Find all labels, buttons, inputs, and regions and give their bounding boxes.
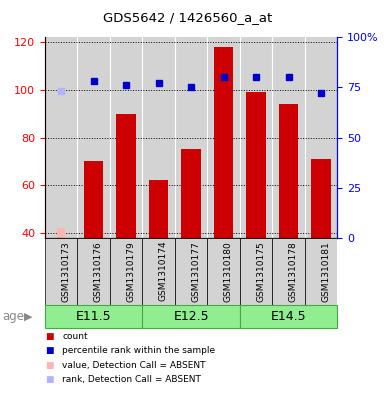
Bar	[181, 149, 201, 238]
Bar	[77, 37, 110, 238]
Bar	[175, 238, 207, 305]
Bar	[45, 238, 77, 305]
Bar	[149, 180, 168, 238]
Text: GSM1310179: GSM1310179	[126, 241, 135, 301]
Text: ■: ■	[45, 332, 53, 340]
Text: GSM1310175: GSM1310175	[256, 241, 265, 301]
Text: age: age	[2, 310, 24, 323]
Bar	[311, 159, 331, 238]
Bar	[246, 92, 266, 238]
Bar	[305, 37, 337, 238]
Text: value, Detection Call = ABSENT: value, Detection Call = ABSENT	[62, 361, 206, 369]
Bar	[240, 305, 337, 328]
Bar	[272, 238, 305, 305]
Text: GDS5642 / 1426560_a_at: GDS5642 / 1426560_a_at	[103, 11, 272, 24]
Bar	[110, 37, 142, 238]
Bar	[240, 37, 272, 238]
Text: GSM1310180: GSM1310180	[223, 241, 232, 301]
Text: GSM1310174: GSM1310174	[159, 241, 168, 301]
Bar	[84, 162, 103, 238]
Text: count: count	[62, 332, 88, 340]
Bar	[57, 228, 66, 238]
Text: ▶: ▶	[24, 311, 33, 321]
Text: ■: ■	[45, 361, 53, 369]
Text: ■: ■	[45, 375, 53, 384]
Text: percentile rank within the sample: percentile rank within the sample	[62, 346, 216, 355]
Bar	[45, 305, 142, 328]
Bar	[142, 37, 175, 238]
Bar	[207, 238, 240, 305]
Text: GSM1310176: GSM1310176	[94, 241, 103, 301]
Text: E14.5: E14.5	[271, 310, 307, 323]
Bar	[272, 37, 305, 238]
Bar	[305, 238, 337, 305]
Text: GSM1310181: GSM1310181	[321, 241, 330, 301]
Text: GSM1310177: GSM1310177	[191, 241, 200, 301]
Text: E12.5: E12.5	[173, 310, 209, 323]
Bar	[142, 238, 175, 305]
Bar	[110, 238, 142, 305]
Bar	[214, 47, 233, 238]
Bar	[207, 37, 240, 238]
Bar	[77, 238, 110, 305]
Text: E11.5: E11.5	[76, 310, 112, 323]
Text: GSM1310173: GSM1310173	[61, 241, 70, 301]
Bar	[240, 238, 272, 305]
Bar	[116, 114, 136, 238]
Bar	[142, 305, 240, 328]
Bar	[279, 104, 298, 238]
Text: ■: ■	[45, 346, 53, 355]
Bar	[175, 37, 207, 238]
Text: rank, Detection Call = ABSENT: rank, Detection Call = ABSENT	[62, 375, 201, 384]
Text: GSM1310178: GSM1310178	[289, 241, 298, 301]
Bar	[45, 37, 77, 238]
